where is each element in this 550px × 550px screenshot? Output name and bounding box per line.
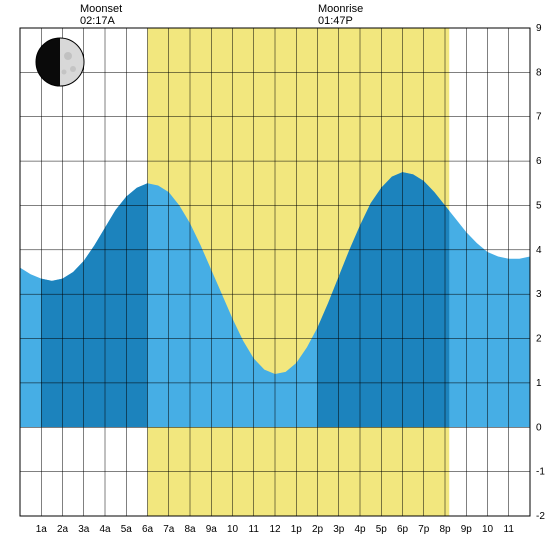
moonset-time: 02:17A — [80, 15, 116, 27]
x-tick-label: 4p — [354, 524, 366, 535]
y-tick-label: -2 — [536, 511, 545, 522]
x-tick-label: 5p — [376, 524, 388, 535]
x-tick-label: 8a — [184, 524, 196, 535]
x-tick-label: 7p — [418, 524, 430, 535]
moonrise-time: 01:47P — [318, 15, 353, 27]
x-tick-label: 6p — [397, 524, 409, 535]
y-tick-label: 7 — [536, 112, 542, 123]
moon-phase-icon — [36, 38, 84, 86]
x-tick-label: 1p — [291, 524, 303, 535]
y-tick-label: 9 — [536, 23, 542, 34]
tide-chart: -2-101234567891a2a3a4a5a6a7a8a9a1011121p… — [0, 0, 550, 550]
x-tick-label: 6a — [142, 524, 154, 535]
x-tick-label: 11 — [504, 524, 515, 535]
x-tick-label: 11 — [249, 524, 260, 535]
y-tick-label: 8 — [536, 67, 542, 78]
x-tick-label: 10 — [482, 524, 494, 535]
y-tick-label: 6 — [536, 156, 542, 167]
x-tick-label: 7a — [163, 524, 175, 535]
x-tick-label: 4a — [99, 524, 111, 535]
y-tick-label: 1 — [536, 378, 542, 389]
x-tick-label: 12 — [269, 524, 281, 535]
y-tick-label: -1 — [536, 467, 545, 478]
x-tick-label: 10 — [227, 524, 239, 535]
moonset-title: Moonset — [80, 3, 122, 15]
x-tick-label: 5a — [121, 524, 133, 535]
y-tick-label: 5 — [536, 200, 542, 211]
x-tick-label: 2p — [312, 524, 324, 535]
x-tick-label: 9p — [461, 524, 473, 535]
x-tick-label: 9a — [206, 524, 218, 535]
chart-svg: -2-101234567891a2a3a4a5a6a7a8a9a1011121p… — [0, 0, 550, 550]
x-tick-label: 3a — [78, 524, 90, 535]
x-tick-label: 8p — [439, 524, 451, 535]
y-tick-label: 2 — [536, 334, 542, 345]
x-tick-label: 1a — [36, 524, 48, 535]
moonrise-title: Moonrise — [318, 3, 363, 15]
y-tick-label: 0 — [536, 422, 542, 433]
x-tick-label: 2a — [57, 524, 69, 535]
y-tick-label: 3 — [536, 289, 542, 300]
y-tick-label: 4 — [536, 245, 542, 256]
x-tick-label: 3p — [333, 524, 345, 535]
